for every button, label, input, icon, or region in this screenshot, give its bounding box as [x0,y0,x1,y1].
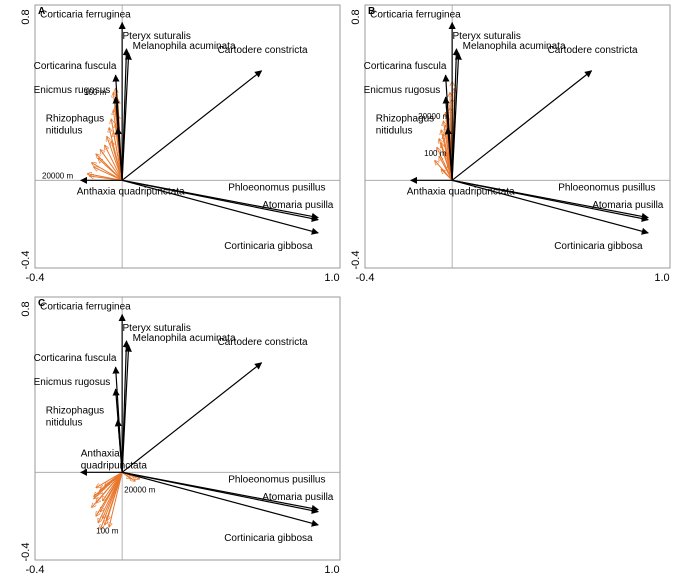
species-label: Anthaxia quadripunctata [81,448,148,471]
species-label: Cartodere constricta [218,337,308,348]
distance-arrow [92,163,123,181]
species-arrow [451,179,649,235]
species-label: Rhizophagus nitidulus [46,406,104,429]
species-arrow [121,362,263,473]
species-arrow [121,179,319,235]
species-arrow [451,52,462,181]
species-arrow [122,471,319,515]
species-label: Corticarina fuscula [34,353,117,364]
species-label: Enicmus rugosus [34,377,111,388]
species-label: Melanophila acuminata [133,41,236,52]
x-tick-label: 1.0 [324,564,339,576]
distance-arrow [107,472,123,520]
species-label: Phloeonomus pusillus [228,475,325,486]
species-label: Phloeonomus pusillus [558,183,655,194]
distance-arrow [96,471,123,487]
distance-arrow [109,472,123,527]
distance-arrow [100,150,123,181]
species-label: Cortinicaria gibbosa [224,533,313,544]
distance-arrow [111,141,123,181]
species-arrow [121,471,319,527]
x-tick-label: -0.4 [26,564,45,576]
species-label: Cortinicaria gibbosa [224,241,313,252]
panel-c: C -0.4 1.0 0.8 -0.4 Corticaria ferruginea Pter… [20,296,341,576]
species-label: Atomaria pusilla [262,200,334,211]
distance-arrow [103,472,123,500]
species-label: Corticaria ferruginea [40,10,131,21]
species-arrow [114,419,123,473]
distance-arrow [94,471,123,496]
distance-arrow [96,472,123,516]
x-tick-label: 1.0 [654,272,669,284]
distance-arrow [98,472,123,522]
species-arrow [121,344,132,473]
y-tick-label: -0.4 [20,251,32,270]
y-tick-label: -0.4 [20,543,32,562]
species-arrow [114,127,123,181]
species-arrow [451,70,593,181]
species-label: Atomaria pusilla [262,492,334,503]
panel-label: B [368,6,375,17]
panel-b: B -0.4 1.0 0.8 -0.4 Corticaria ferruginea Pter… [350,4,671,284]
species-arrow [444,127,453,181]
distance-label: 100 m [84,88,107,97]
species-label: Anthaxia quadripunctata [77,186,185,197]
species-arrow [121,52,132,181]
species-label: Phloeonomus pusillus [228,183,325,194]
distance-label: 20000 m [418,112,449,121]
y-tick-label: -0.4 [350,251,362,270]
distance-arrow [105,145,123,181]
species-label: Enicmus rugosus [364,85,441,96]
distance-label: 100 m [96,527,119,536]
panel-label: C [38,298,45,309]
distance-label: 20000 m [124,485,155,494]
distance-arrow [439,156,453,181]
x-tick-label: 1.0 [324,272,339,284]
species-label: Corticarina fuscula [364,61,447,72]
distance-label: 100 m [424,149,447,158]
species-label: Cortinicaria gibbosa [554,241,643,252]
species-label: Corticarina fuscula [34,61,117,72]
distance-arrow [113,132,123,181]
y-tick-label: 0.8 [20,301,32,316]
x-tick-label: -0.4 [26,272,45,284]
y-tick-label: 0.8 [20,9,32,24]
distance-arrow [121,471,131,479]
species-label: Corticaria ferruginea [370,10,461,21]
species-label: Enicmus rugosus [34,85,111,96]
species-label: Cartodere constricta [548,45,638,56]
species-label: Atomaria pusilla [592,200,664,211]
plot-frame [364,4,671,269]
species-label: Pteryx suturalis [453,31,521,42]
plot-frame [34,4,341,269]
distance-arrow [92,472,123,507]
distance-arrow [89,176,123,181]
y-tick-label: 0.8 [350,9,362,24]
distance-arrow [441,169,453,181]
species-label: Anthaxia quadripunctata [407,186,515,197]
species-label: Rhizophagus nitidulus [46,114,104,137]
plot-frame [34,296,341,561]
distance-label: 20000 m [42,171,73,180]
species-arrow [121,70,263,181]
species-label: Melanophila acuminata [133,333,236,344]
distance-arrow [107,137,123,181]
species-label: Rhizophagus nitidulus [376,114,434,137]
species-label: Pteryx suturalis [123,323,191,334]
species-arrow [452,179,649,223]
distance-arrow [94,167,123,181]
distance-arrow [98,158,123,181]
species-label: Pteryx suturalis [123,31,191,42]
species-label: Corticaria ferruginea [40,302,131,313]
species-arrow [122,179,319,223]
species-label: Cartodere constricta [218,45,308,56]
species-label: Melanophila acuminata [463,41,566,52]
distance-arrow [100,472,123,529]
x-tick-label: -0.4 [356,272,375,284]
panel-label: A [38,6,45,17]
panel-a: A -0.4 1.0 0.8 -0.4 Corticaria ferruginea Pter… [20,4,341,284]
